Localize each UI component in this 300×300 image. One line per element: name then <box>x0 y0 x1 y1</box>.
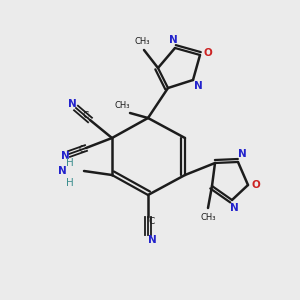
Text: C: C <box>149 218 155 226</box>
Text: N: N <box>148 235 156 245</box>
Text: N: N <box>58 166 66 176</box>
Text: H: H <box>66 178 74 188</box>
Text: N: N <box>194 81 202 91</box>
Text: CH₃: CH₃ <box>200 212 216 221</box>
Text: CH₃: CH₃ <box>114 101 130 110</box>
Text: N: N <box>238 149 246 159</box>
Text: N: N <box>61 151 69 161</box>
Text: N: N <box>68 99 76 109</box>
Text: C: C <box>83 112 89 121</box>
Text: C: C <box>79 146 85 154</box>
Text: H: H <box>66 158 74 168</box>
Text: O: O <box>204 48 212 58</box>
Text: O: O <box>252 180 260 190</box>
Text: N: N <box>169 35 177 45</box>
Text: CH₃: CH₃ <box>134 37 150 46</box>
Text: N: N <box>230 203 238 213</box>
